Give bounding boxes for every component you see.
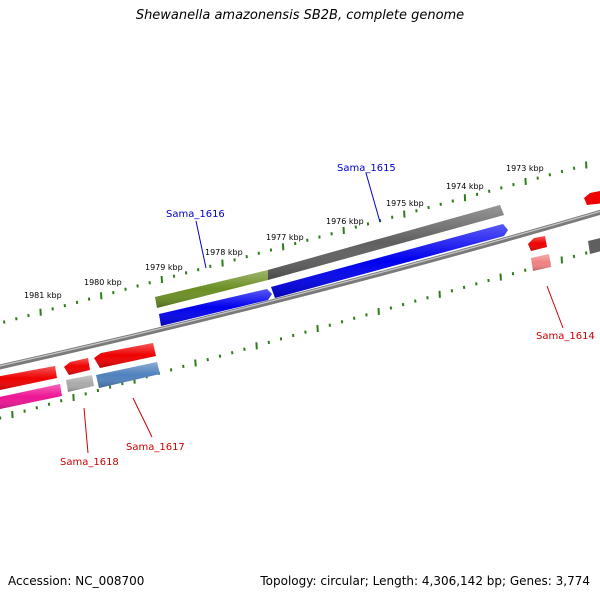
gene-sama-1614-red[interactable] [528,236,547,251]
kbp-label: 1979 kbp [145,263,183,272]
leader-line-sama-1617 [132,397,153,438]
leader-line-sama-1616 [195,220,207,269]
genome-backbone [0,209,600,370]
map-title: Shewanella amazonensis SB2B, complete ge… [135,8,465,23]
ruler-ticks [0,161,588,420]
kbp-label: 1973 kbp [506,164,544,173]
leader-line-sama-1615 [365,172,381,223]
gene-sama-1618-lightgray[interactable] [66,375,94,392]
gene-label-sama-1618[interactable]: Sama_1618 [60,457,119,468]
gene-red-left-2[interactable] [94,343,156,368]
kbp-label: 1978 kbp [205,248,243,257]
gene-blue-1[interactable] [159,289,272,326]
gene-sama-1618-pink[interactable] [0,384,62,410]
gene-right-red-edge[interactable] [584,190,600,205]
gene-red-left-1[interactable] [0,366,57,391]
gene-right-gray-edge[interactable] [588,237,600,254]
leader-line-sama-1618 [83,407,89,454]
leader-line-sama-1614 [546,285,564,329]
kbp-label: 1976 kbp [326,217,364,226]
gene-blue-2[interactable] [271,224,508,298]
gene-label-sama-1614[interactable]: Sama_1614 [536,331,595,342]
gene-sama-1614-lightred[interactable] [531,254,551,271]
kbp-label: 1977 kbp [266,233,304,242]
kbp-label: 1975 kbp [386,199,424,208]
kbp-label: 1980 kbp [84,278,122,287]
kbp-label: 1974 kbp [446,182,484,191]
accession-text: Accession: NC_008700 [8,574,145,588]
genome-summary: Topology: circular; Length: 4,306,142 bp… [260,574,590,588]
gene-sama-1616-green[interactable] [155,270,268,308]
kbp-label: 1981 kbp [24,291,62,300]
gene-sama-1615-gray[interactable] [268,205,504,280]
gene-label-sama-1616[interactable]: Sama_1616 [166,209,225,220]
gene-sama-1617-steelblue[interactable] [96,362,160,388]
gene-red-small[interactable] [64,358,90,375]
gene-label-sama-1615[interactable]: Sama_1615 [337,163,396,174]
gene-label-sama-1617[interactable]: Sama_1617 [126,442,185,453]
genome-backbone-highlight [0,210,600,367]
